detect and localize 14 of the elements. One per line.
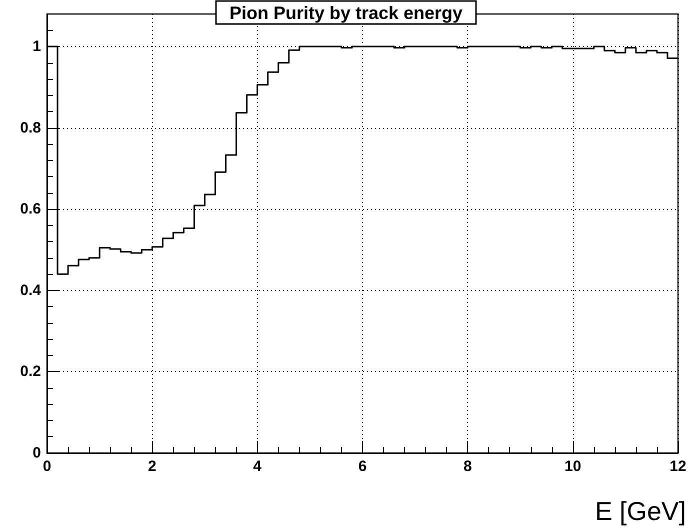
chart-title: Pion Purity by track energy: [229, 3, 463, 23]
y-tick-label: 0: [32, 444, 41, 462]
x-tick-label: 6: [358, 458, 367, 475]
x-tick-label: 4: [253, 458, 262, 475]
y-tick-label: 0.8: [20, 119, 41, 136]
y-tick-label: 1: [32, 38, 41, 56]
x-axis-title: E [GeV]: [594, 496, 686, 526]
x-tick-label: 8: [463, 458, 472, 475]
y-tick-label: 0.4: [20, 282, 42, 299]
x-tick-label: 12: [670, 458, 686, 475]
y-tick-label: 0.2: [20, 363, 41, 380]
y-tick-label: 0.6: [20, 200, 41, 218]
x-tick-label: 2: [148, 458, 156, 475]
x-tick-label: 10: [564, 458, 582, 475]
